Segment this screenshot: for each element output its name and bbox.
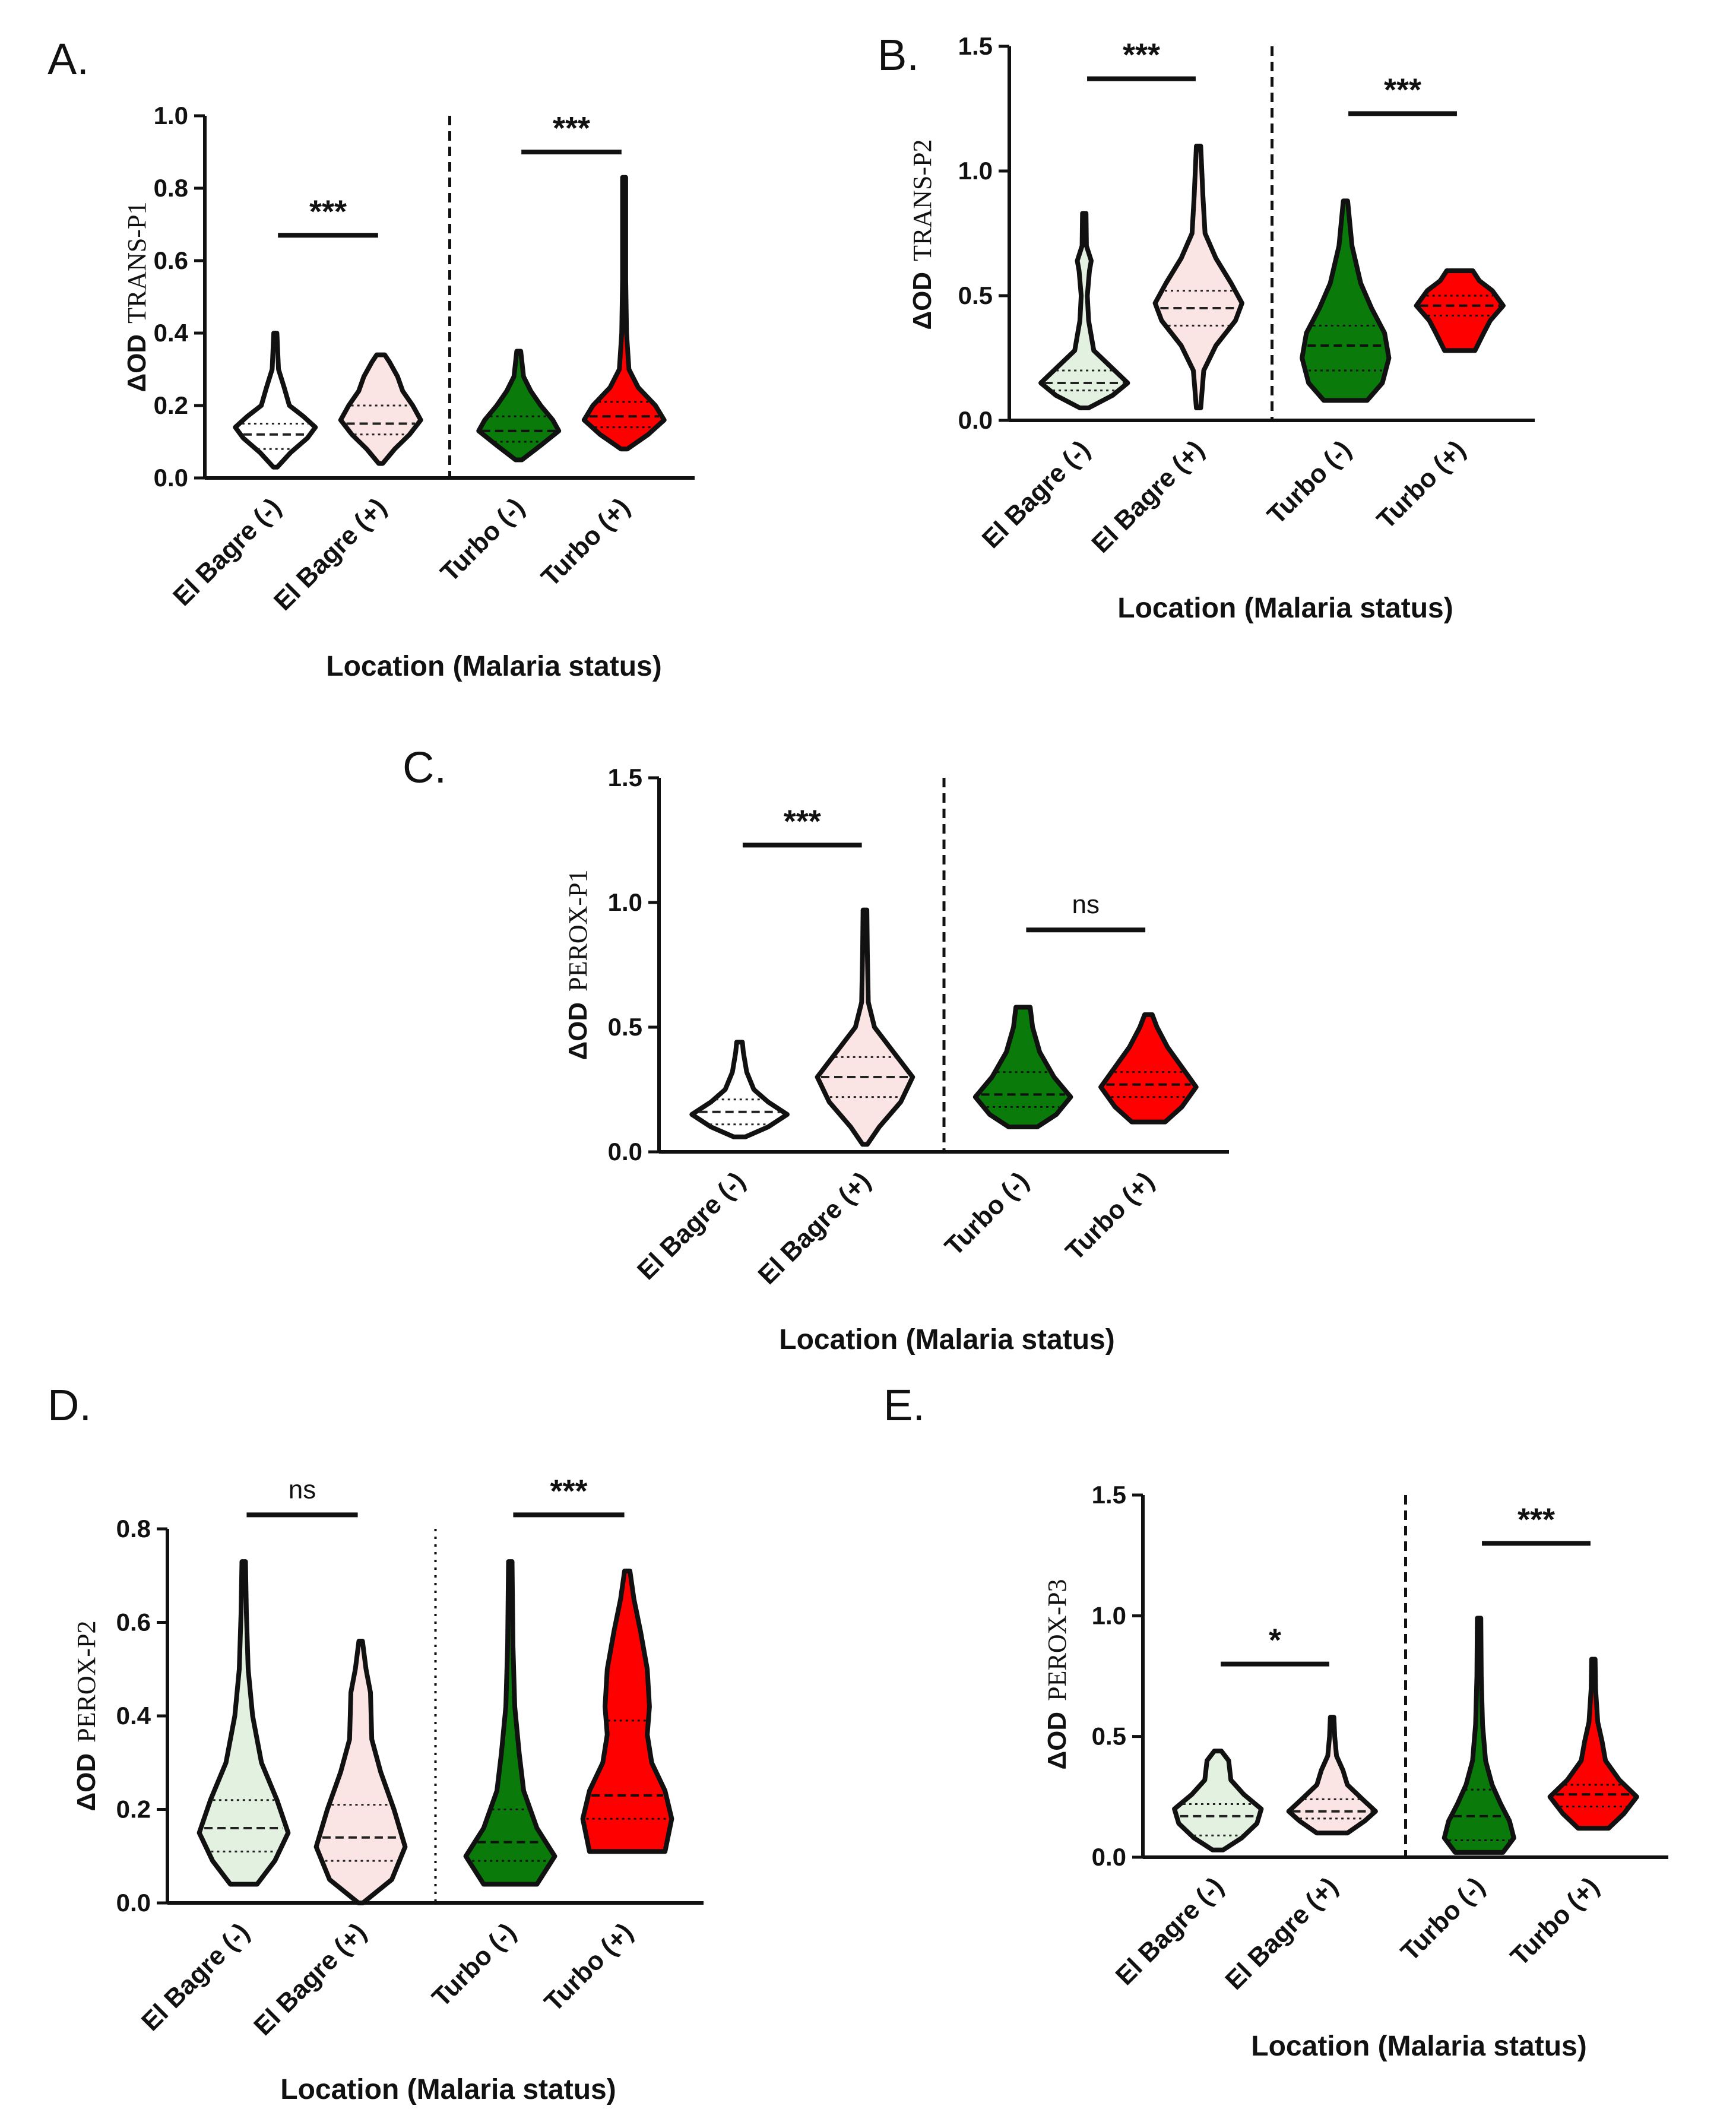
panel-a-violin-el-bagre-pos: [338, 352, 423, 466]
panel-c-significance-label: ns: [1072, 890, 1100, 919]
panel-a-y-tick-label: 0.6: [154, 246, 188, 274]
panel-e-y-axis-title: ΔOD PEROX-P3: [1043, 1579, 1072, 1770]
panel-e-y-tick-label: 1.0: [1092, 1601, 1126, 1629]
panel-b-y-axis-prefix: ΔOD: [908, 272, 937, 330]
panel-a-significance-label: ***: [553, 110, 590, 146]
panel-d-x-axis-title: Location (Malaria status): [280, 2074, 616, 2105]
panel-b-significance-label: ***: [1123, 37, 1160, 73]
panel-c-violin-turbo-neg: [972, 1005, 1073, 1129]
panel-c-y-tick-label: 1.0: [608, 888, 642, 916]
panel-d-violin-turbo-neg: [463, 1559, 557, 1887]
panel-e-violin-el-bagre-pos: [1286, 1715, 1378, 1836]
panel-e-y-tick-label: 0.0: [1092, 1843, 1126, 1871]
panel-e-y-axis-prefix: ΔOD: [1043, 1712, 1072, 1770]
panel-b-violin-turbo-pos: [1414, 268, 1506, 353]
panel-b-y-tick-label: 0.5: [958, 281, 993, 309]
panel-d-y-tick-label: 0.6: [116, 1608, 151, 1636]
panel-c-y-tick-label: 0.0: [608, 1138, 642, 1166]
panel-c-letter: C.: [403, 743, 446, 792]
panel-a-y-tick-label: 0.8: [154, 174, 188, 202]
panel-e-y-axis-name: PEROX-P3: [1043, 1579, 1072, 1701]
panel-c-violin-el-bagre-neg: [689, 1040, 790, 1139]
panel-d-y-axis-name: PEROX-P2: [72, 1621, 101, 1743]
panel-d-violin-turbo-pos: [580, 1568, 674, 1854]
panel-c-significance-label: ***: [784, 803, 821, 839]
panel-c-y-axis-title: ΔOD PEROX-P1: [563, 870, 593, 1060]
panel-c-x-axis-title: Location (Malaria status): [779, 1324, 1114, 1356]
panel-a-y-axis-prefix: ΔOD: [122, 334, 151, 392]
panel-a-y-tick-label: 0.4: [154, 319, 189, 347]
panel-d-y-tick-label: 0.8: [116, 1515, 151, 1543]
panel-a-y-tick-label: 1.0: [154, 102, 188, 129]
panel-e-y-tick-label: 1.5: [1092, 1481, 1126, 1509]
panel-b-y-tick-label: 1.0: [958, 157, 993, 185]
panel-b-letter: B.: [877, 30, 919, 80]
panel-c-y-tick-label: 1.5: [608, 764, 642, 791]
panel-c-y-axis-name: PEROX-P1: [563, 870, 593, 992]
panel-b-y-tick-label: 1.5: [958, 32, 993, 60]
panel-a-letter: A.: [47, 34, 89, 84]
panel-a-y-axis-name: TRANS-P1: [122, 202, 151, 324]
panel-e-violin-turbo-pos: [1547, 1657, 1639, 1831]
panel-a-y-tick-label: 0.2: [154, 391, 188, 419]
panel-d-y-axis-title: ΔOD PEROX-P2: [72, 1621, 101, 1812]
panel-b-significance-label: ***: [1384, 72, 1421, 107]
panel-d-y-axis-prefix: ΔOD: [72, 1753, 101, 1812]
panel-a-violin-turbo-neg: [476, 349, 562, 463]
panel-b-y-tick-label: 0.0: [958, 406, 993, 434]
panel-d-letter: D.: [47, 1380, 91, 1430]
panel-b-violin-el-bagre-pos: [1152, 144, 1244, 410]
panel-a-x-axis-title: Location (Malaria status): [326, 651, 661, 682]
panel-c-y-axis-prefix: ΔOD: [563, 1002, 593, 1060]
panel-b-y-axis-name: TRANS-P2: [908, 140, 937, 261]
panel-a-violin-el-bagre-neg: [233, 331, 318, 470]
panel-b-violin-el-bagre-neg: [1038, 211, 1130, 410]
panel-b-y-axis-title: ΔOD TRANS-P2: [908, 140, 937, 330]
panel-b-violin-turbo-neg: [1300, 198, 1392, 403]
panel-a-violin-turbo-pos: [581, 175, 667, 452]
panel-a-significance-label: ***: [309, 194, 347, 229]
panel-b-x-axis-title: Location (Malaria status): [1117, 593, 1453, 624]
panel-a-y-tick-label: 0.0: [154, 464, 188, 492]
panel-e-significance-label: ***: [1518, 1502, 1555, 1537]
panel-e-x-axis-title: Location (Malaria status): [1251, 2031, 1586, 2062]
panel-d-y-tick-label: 0.0: [116, 1889, 151, 1917]
panel-d-significance-label: ns: [289, 1475, 316, 1504]
panel-c-violin-turbo-pos: [1098, 1012, 1199, 1125]
panel-c-violin-el-bagre-pos: [815, 907, 915, 1147]
panel-d-violin-el-bagre-neg: [197, 1559, 291, 1887]
panel-e-violin-el-bagre-neg: [1172, 1749, 1264, 1852]
panel-c-y-tick-label: 0.5: [608, 1013, 642, 1041]
panel-e-violin-turbo-neg: [1442, 1616, 1516, 1855]
panel-d-significance-label: ***: [550, 1473, 587, 1509]
panel-d-y-tick-label: 0.4: [116, 1702, 151, 1730]
panel-e-y-tick-label: 0.5: [1092, 1722, 1126, 1750]
panel-e-letter: E.: [883, 1380, 925, 1430]
panel-e-significance-label: *: [1269, 1623, 1281, 1658]
panel-a-y-axis-title: ΔOD TRANS-P1: [122, 202, 151, 392]
panel-d-y-tick-label: 0.2: [116, 1795, 151, 1823]
